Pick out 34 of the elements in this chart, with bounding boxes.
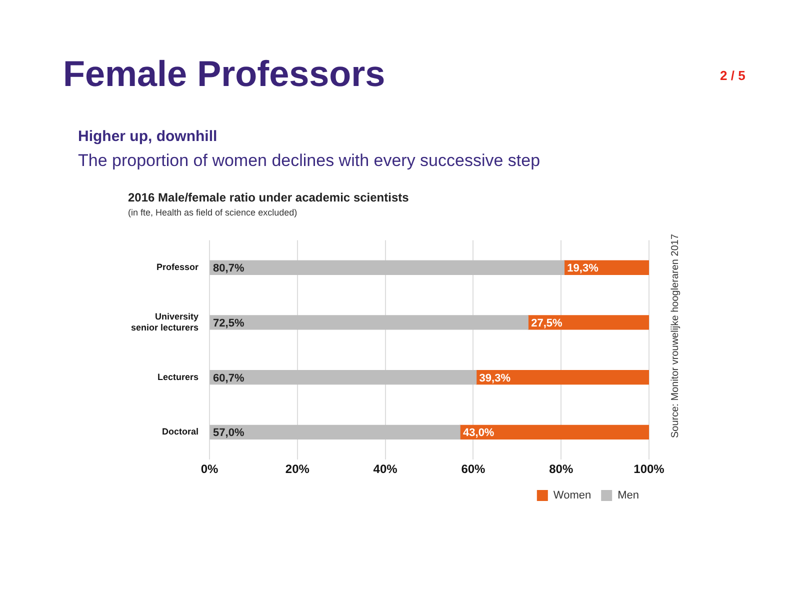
x-tick-label: 100% — [634, 462, 665, 476]
x-tick-label: 20% — [285, 462, 310, 476]
x-tick-label: 60% — [461, 462, 486, 476]
text: Female Professors — [63, 53, 386, 95]
legend-label: Men — [618, 490, 640, 502]
x-tick-label: 80% — [549, 462, 574, 476]
bar — [210, 260, 565, 275]
y-tick-label: University senior lecturers — [131, 312, 199, 332]
data-label: 27,5% — [531, 318, 563, 330]
bar — [528, 315, 649, 330]
data-label: 39,3% — [479, 372, 511, 384]
bar — [210, 315, 528, 330]
chart-subtitle: (in fte, Health as field of science excluded) — [128, 207, 298, 218]
bar — [460, 424, 649, 440]
text: Higher up, downhill — [78, 128, 218, 145]
data-label: 72,5% — [213, 318, 244, 330]
data-label: 43,0% — [463, 427, 494, 440]
y-tick-label: Lecturers — [158, 372, 199, 382]
data-label: 80,7% — [213, 262, 244, 275]
data-label: 60,7% — [213, 372, 244, 384]
bar — [210, 370, 477, 385]
chart-title: 2016 Male/female ratio under academic scientists — [128, 190, 410, 205]
y-tick-label: Doctoral — [162, 426, 199, 437]
legend-label: Women — [553, 490, 592, 502]
bar — [210, 424, 460, 440]
data-label: 19,3% — [567, 262, 599, 275]
text: The proportion of women declines with every successive step — [78, 151, 540, 171]
bar — [476, 370, 649, 385]
y-tick-label: Professor — [156, 262, 200, 272]
x-tick-label: 0% — [200, 462, 219, 476]
text: 2 / 5 — [720, 68, 746, 83]
x-tick-label: 40% — [373, 462, 398, 476]
source-note: Source: Monitor vrouwelijke hoogleraren 2017 — [670, 234, 681, 438]
data-label: 57,0% — [213, 427, 244, 440]
